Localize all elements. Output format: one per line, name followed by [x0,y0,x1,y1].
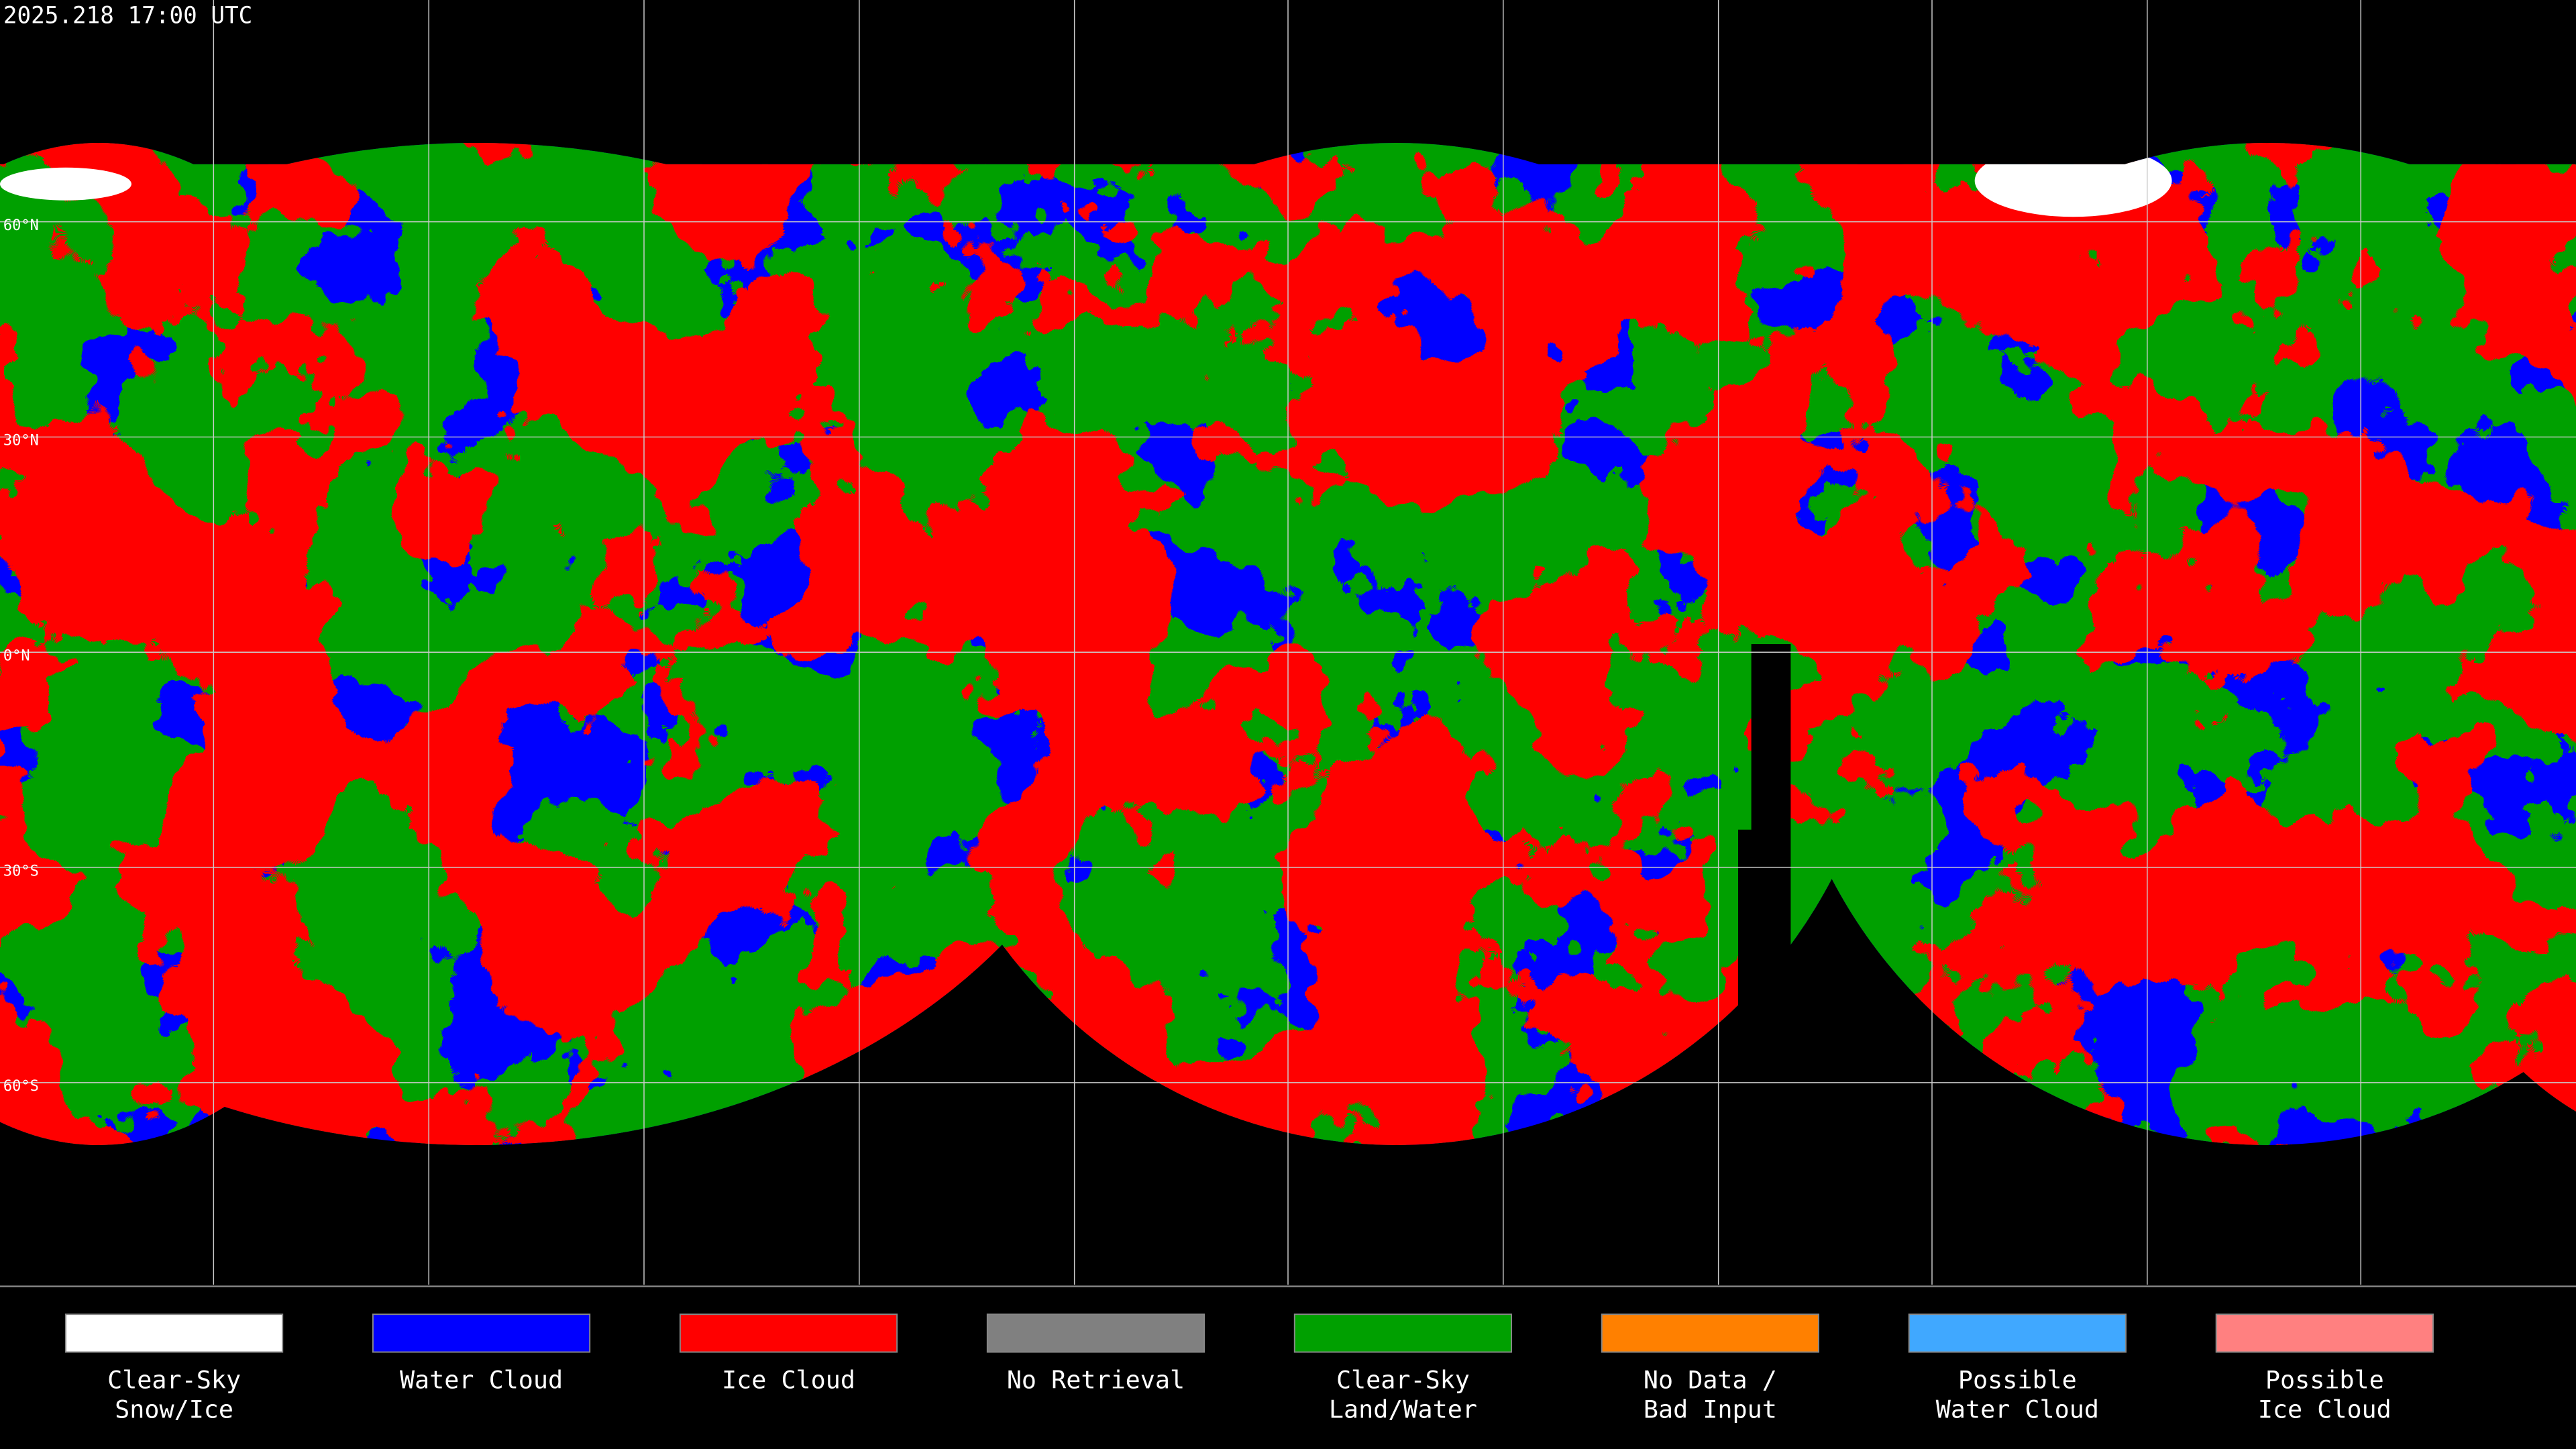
legend-label: Clear-Sky [1336,1365,1470,1394]
latitude-label: 30°N [3,433,39,449]
legend-swatch [1601,1313,1819,1353]
legend-swatch [1293,1313,1513,1353]
legend-label: No Data / [1644,1365,1777,1394]
timestamp: 2025.218 17:00 UTC [3,2,252,29]
legend-label: Possible [2265,1365,2384,1394]
graticule [0,0,2576,1285]
legend-label: Water Cloud [1936,1395,2099,1424]
legend-label: Snow/Ice [115,1395,233,1424]
legend-label: Clear-Sky [107,1365,241,1394]
latitude-label: 60°S [3,1078,39,1095]
data-gap [1725,644,1791,1150]
latitude-label: 60°N [3,217,39,234]
legend-label: Land/Water [1329,1395,1477,1424]
latitude-label: 0°N [3,647,30,664]
legend-label: Ice Cloud [2258,1395,2392,1424]
legend-swatch [986,1313,1205,1353]
legend-label: Bad Input [1644,1395,1777,1424]
legend-label: Possible [1958,1365,2077,1394]
legend-swatch [2215,1313,2434,1353]
latitude-label: 30°S [3,863,39,879]
legend-swatch [1908,1313,2127,1353]
legend-label: No Retrieval [1007,1365,1185,1394]
legend-swatch [372,1313,591,1353]
legend-swatch [679,1313,898,1353]
legend-swatch [64,1313,284,1353]
legend-label: Water Cloud [400,1365,563,1394]
legend-label: Ice Cloud [722,1365,855,1394]
